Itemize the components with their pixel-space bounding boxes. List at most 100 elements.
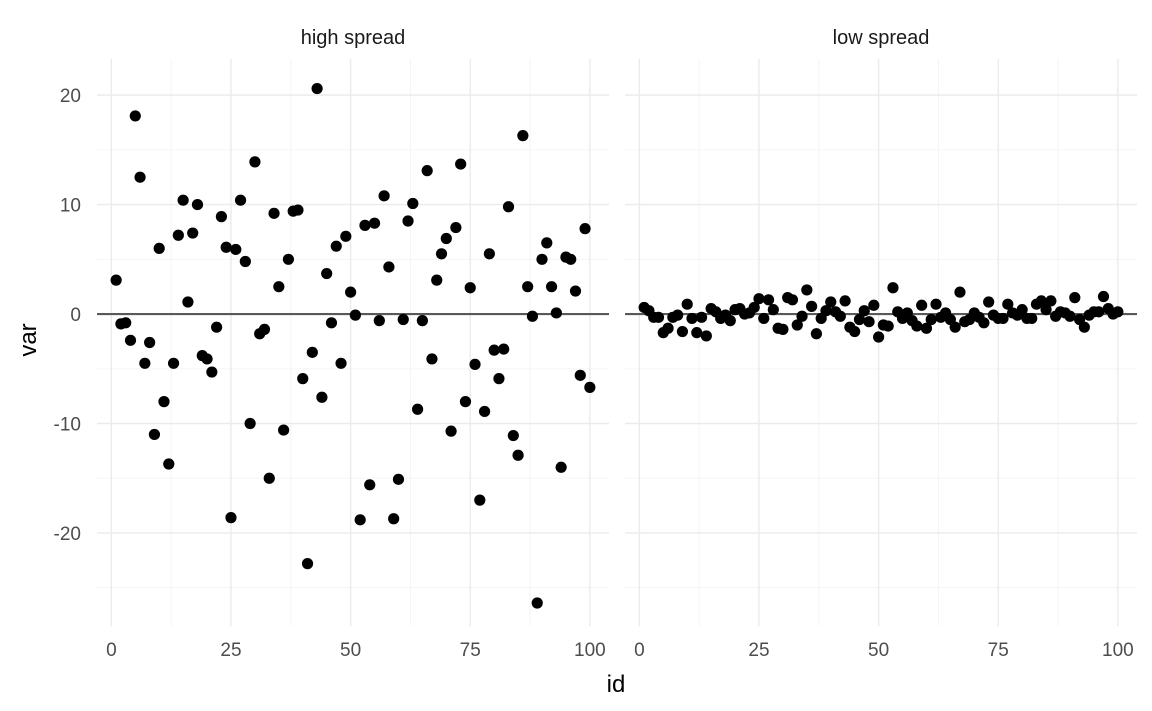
data-point (858, 305, 870, 317)
data-point (191, 198, 204, 211)
data-point (345, 286, 357, 298)
data-point (455, 158, 467, 170)
data-point (158, 396, 170, 408)
data-point (767, 304, 779, 316)
data-point (244, 417, 256, 430)
data-point (569, 285, 582, 297)
data-point (292, 204, 304, 216)
data-point (335, 357, 347, 369)
data-point (440, 232, 452, 245)
y-tick-label: -20 (54, 524, 81, 545)
data-point (1069, 292, 1081, 304)
data-point (868, 299, 880, 311)
data-point (502, 201, 515, 213)
data-point (483, 248, 495, 260)
data-point (110, 274, 122, 286)
data-point (531, 597, 543, 609)
data-point (777, 323, 789, 335)
data-point (215, 211, 228, 223)
data-point (349, 309, 361, 321)
data-point (402, 215, 414, 227)
data-point (873, 331, 885, 343)
data-point (268, 207, 280, 219)
panels-layer: high spread 0 25 50 75 100 low spread 0 25 50 75 10… (97, 27, 1137, 661)
data-point (426, 353, 438, 365)
data-point (686, 312, 698, 325)
data-point (153, 242, 165, 254)
data-point (397, 313, 409, 326)
data-point (949, 321, 961, 333)
data-point (469, 358, 481, 370)
data-point (512, 449, 524, 461)
data-point (120, 317, 132, 329)
data-point (435, 248, 448, 260)
data-point (421, 165, 433, 177)
data-point (748, 301, 760, 314)
x-tick-label: 0 (106, 640, 117, 661)
data-point (311, 82, 323, 95)
data-point (459, 396, 472, 408)
data-point (124, 334, 137, 346)
panel-0: high spread 0 25 50 75 100 (97, 27, 609, 661)
data-point (163, 458, 175, 470)
x-tick-label: 100 (1102, 640, 1134, 661)
data-point (849, 325, 861, 338)
data-point (834, 310, 846, 322)
data-point (920, 322, 933, 334)
y-tick-label: 20 (60, 86, 81, 107)
data-point (517, 130, 529, 142)
data-point (187, 227, 199, 239)
data-point (368, 217, 381, 229)
data-point (574, 369, 586, 381)
data-point (662, 322, 674, 334)
data-point (695, 311, 708, 323)
x-tick-label: 75 (988, 640, 1009, 661)
data-point (263, 472, 275, 484)
data-point (445, 425, 457, 437)
data-point (321, 267, 333, 280)
data-point (916, 299, 928, 311)
data-point (1045, 295, 1057, 307)
y-tick-label: 0 (70, 305, 81, 326)
data-point (555, 461, 567, 473)
data-point (378, 190, 390, 202)
data-point (392, 473, 405, 485)
data-point (282, 253, 295, 265)
major-gridlines (97, 59, 609, 626)
data-point (786, 294, 799, 306)
data-point (676, 325, 689, 338)
data-point (258, 323, 271, 335)
data-point (1035, 295, 1047, 307)
data-point (983, 296, 995, 308)
data-point (182, 296, 194, 308)
x-tick-label: 0 (634, 640, 645, 661)
data-point (550, 307, 562, 319)
data-point (545, 281, 558, 293)
data-point (450, 221, 462, 234)
data-point (416, 315, 428, 327)
data-point (134, 171, 146, 183)
x-tick-label: 50 (868, 640, 889, 661)
data-point (1093, 306, 1105, 318)
data-point (911, 320, 923, 332)
data-point (340, 230, 352, 242)
y-tick-label: 10 (60, 196, 81, 217)
data-point (306, 346, 318, 358)
major-gridlines (625, 59, 1137, 626)
data-point (364, 479, 376, 491)
data-point (796, 310, 808, 322)
x-tick-label: 100 (574, 640, 606, 661)
data-point (177, 194, 189, 206)
data-point (579, 223, 591, 235)
data-point (522, 281, 534, 293)
data-point (144, 336, 156, 349)
data-point (536, 253, 548, 265)
data-point (464, 282, 476, 294)
data-point (584, 381, 596, 393)
data-point (507, 429, 519, 442)
data-point (431, 274, 443, 286)
data-point (863, 316, 875, 328)
data-point (1002, 298, 1014, 310)
